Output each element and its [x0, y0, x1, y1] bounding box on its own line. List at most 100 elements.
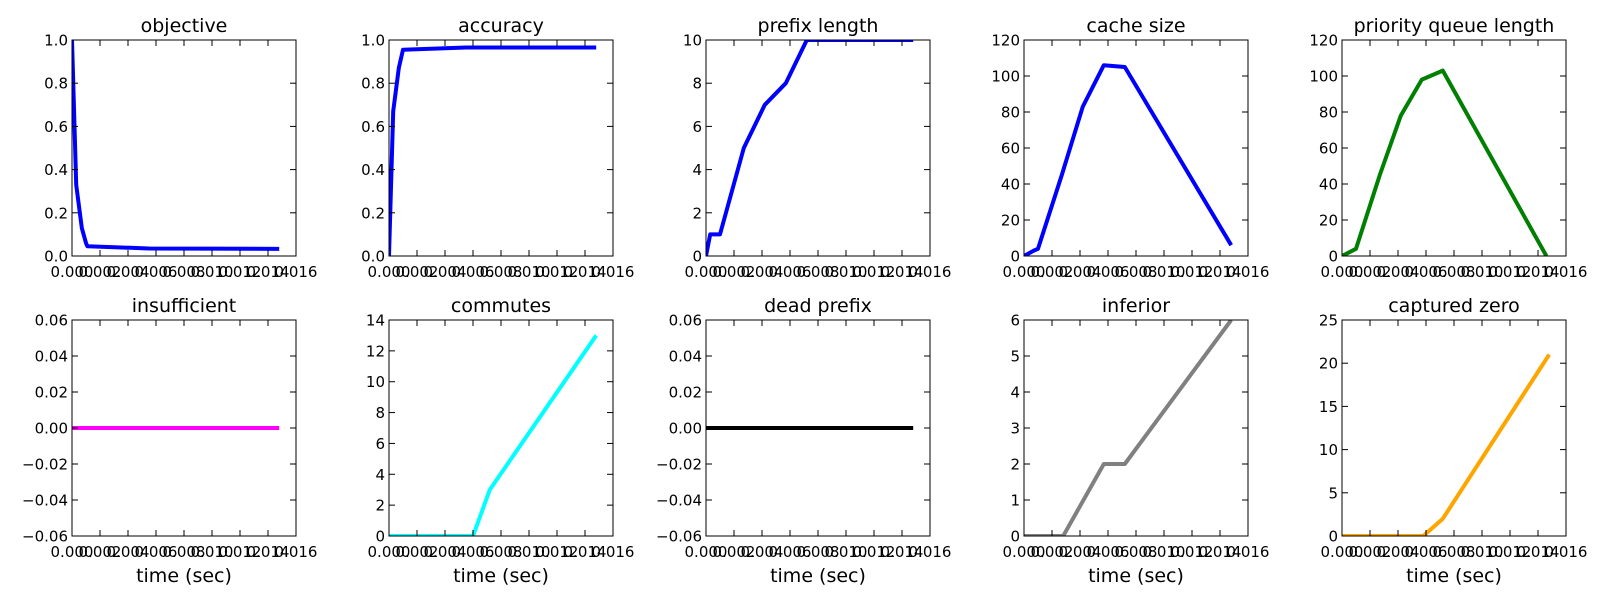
x-tick-label: 0.004	[1377, 263, 1420, 281]
x-tick-label: 0.010	[825, 263, 868, 281]
x-tick-label: 0.000	[368, 263, 411, 281]
x-tick-label: 0.006	[452, 263, 495, 281]
x-tick-label: 0.004	[1059, 263, 1102, 281]
y-tick-label: 6	[1010, 312, 1020, 330]
y-tick-label: 1.0	[44, 32, 68, 50]
x-tick-label: 0.012	[219, 543, 262, 561]
y-tick-label: −0.02	[22, 456, 68, 474]
y-tick-label: 120	[991, 32, 1020, 50]
y-tick-label: 4	[692, 161, 702, 179]
x-tick-label: 0.016	[275, 263, 318, 281]
y-tick-label: 6	[375, 435, 385, 453]
x-tick-label: 0.012	[1171, 263, 1214, 281]
y-tick-label: 0	[1328, 248, 1338, 266]
x-tick-label: 0.014	[881, 263, 924, 281]
x-tick-label: 0.008	[480, 263, 523, 281]
y-tick-label: 0.6	[44, 118, 68, 136]
x-tick-label: 0.000	[685, 263, 728, 281]
series-line	[72, 40, 280, 251]
x-tick-label: 0.002	[396, 263, 439, 281]
x-tick-label: 0.004	[741, 263, 784, 281]
y-tick-label: 5	[1328, 484, 1338, 502]
y-tick-label: 20	[1001, 212, 1020, 230]
x-tick-label: 0.002	[1031, 543, 1074, 561]
y-tick-label: 40	[1319, 176, 1338, 194]
series-line	[1342, 68, 1549, 256]
x-tick-label: 0.012	[536, 543, 579, 561]
x-tick-label: 0.004	[424, 263, 467, 281]
x-tick-label: 0.014	[881, 543, 924, 561]
y-tick-label: 40	[1001, 176, 1020, 194]
y-tick-label: 2	[692, 204, 702, 222]
x-axis-label: time (sec)	[1406, 565, 1502, 587]
x-tick-label: 0.008	[480, 543, 523, 561]
y-tick-label: 10	[1319, 441, 1338, 459]
x-tick-label: 0.002	[396, 543, 439, 561]
panel-0: 0.0000.0020.0040.0060.0080.0100.0120.014…	[44, 15, 317, 281]
x-tick-label: 0.002	[1349, 543, 1392, 561]
x-tick-label: 0.004	[107, 263, 150, 281]
x-tick-label: 0.002	[713, 543, 756, 561]
y-tick-label: 0.04	[35, 348, 68, 366]
x-tick-label: 0.012	[1489, 263, 1532, 281]
x-tick-label: 0.004	[424, 543, 467, 561]
y-tick-label: 80	[1001, 104, 1020, 122]
panel-7: 0.0000.0020.0040.0060.0080.0100.0120.014…	[656, 295, 951, 587]
panel-5: 0.0000.0020.0040.0060.0080.0100.0120.014…	[22, 295, 317, 587]
x-tick-label: 0.014	[247, 543, 290, 561]
y-tick-label: 10	[366, 373, 385, 391]
x-axis-label: time (sec)	[770, 565, 866, 587]
x-tick-label: 0.012	[1489, 543, 1532, 561]
panel-title: captured zero	[1388, 295, 1520, 317]
x-tick-label: 0.000	[1003, 543, 1046, 561]
y-tick-label: 0.4	[44, 161, 68, 179]
y-tick-label: 5	[1010, 348, 1020, 366]
y-tick-label: 0.02	[35, 384, 68, 402]
y-tick-label: 1	[1010, 492, 1020, 510]
x-tick-label: 0.002	[79, 543, 122, 561]
y-tick-label: 0.8	[44, 75, 68, 93]
panel-9: 0.0000.0020.0040.0060.0080.0100.0120.014…	[1319, 295, 1588, 587]
y-tick-label: 15	[1319, 398, 1338, 416]
series-line	[1024, 63, 1233, 256]
x-tick-label: 0.016	[1545, 543, 1588, 561]
panel-title: prefix length	[758, 15, 879, 37]
x-tick-label: 0.010	[825, 543, 868, 561]
axes-frame	[71, 39, 297, 257]
x-tick-label: 0.002	[79, 263, 122, 281]
x-tick-label: 0.006	[769, 263, 812, 281]
x-tick-label: 0.000	[51, 263, 94, 281]
panel-title: inferior	[1102, 295, 1170, 317]
y-tick-label: −0.04	[22, 492, 68, 510]
x-tick-label: 0.012	[1171, 543, 1214, 561]
x-tick-label: 0.010	[1461, 543, 1504, 561]
y-tick-label: 6	[692, 118, 702, 136]
x-tick-label: 0.008	[1115, 263, 1158, 281]
x-axis-label: time (sec)	[136, 565, 232, 587]
x-tick-label: 0.004	[1377, 543, 1420, 561]
panel-6: 0.0000.0020.0040.0060.0080.0100.0120.014…	[366, 295, 635, 587]
axes-frame	[388, 39, 614, 257]
y-tick-label: 8	[692, 75, 702, 93]
y-tick-label: 0	[1010, 248, 1020, 266]
x-tick-label: 0.010	[191, 263, 234, 281]
panel-title: commutes	[451, 295, 551, 317]
x-tick-label: 0.006	[769, 543, 812, 561]
panel-1: 0.0000.0020.0040.0060.0080.0100.0120.014…	[361, 15, 634, 281]
x-tick-label: 0.000	[685, 543, 728, 561]
y-tick-label: 1.0	[361, 32, 385, 50]
y-tick-label: 0	[1010, 528, 1020, 546]
x-tick-label: 0.008	[797, 543, 840, 561]
panel-3: 0.0000.0020.0040.0060.0080.0100.0120.014…	[991, 15, 1269, 281]
x-tick-label: 0.010	[1143, 263, 1186, 281]
y-tick-label: 0.00	[35, 420, 68, 438]
x-tick-label: 0.006	[1087, 263, 1130, 281]
y-tick-label: 0.6	[361, 118, 385, 136]
series-line	[1024, 320, 1233, 536]
x-tick-label: 0.000	[51, 543, 94, 561]
panel-title: priority queue length	[1354, 15, 1555, 37]
axes-frame	[388, 319, 614, 537]
x-axis-label: time (sec)	[453, 565, 549, 587]
y-tick-label: 10	[683, 32, 702, 50]
x-tick-label: 0.016	[275, 543, 318, 561]
